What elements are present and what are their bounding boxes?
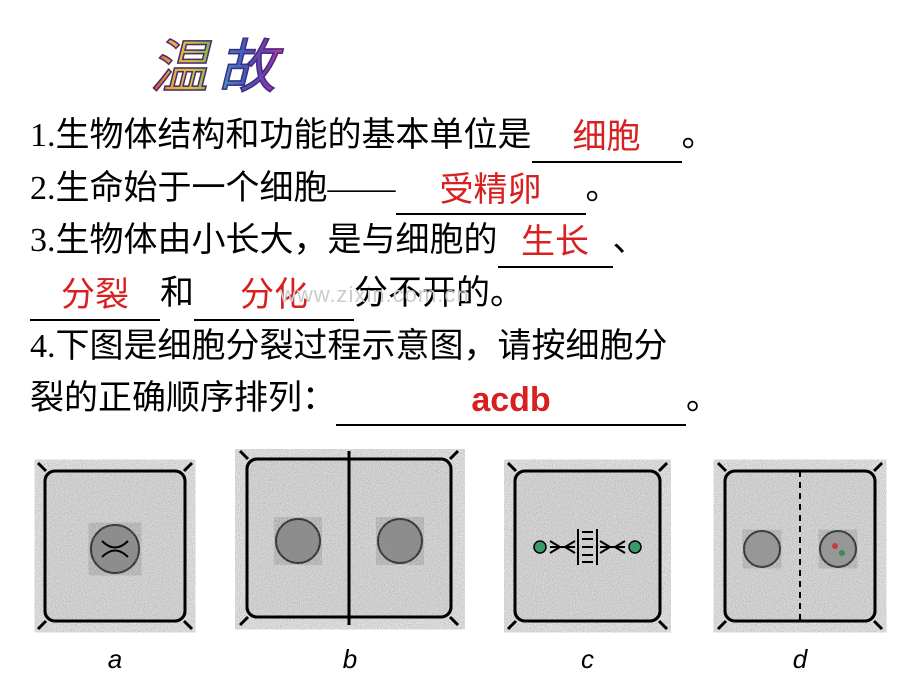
cell-c-wrap: c: [500, 459, 675, 675]
q4-answer: acdb: [471, 381, 550, 419]
cell-b-diagram: [235, 449, 465, 639]
cell-diagrams: a b: [30, 449, 890, 675]
title-char-1: 温: [150, 35, 218, 100]
q3-mid1: 、: [613, 222, 647, 259]
question-1: 1.生物体结构和功能的基本单位是 细胞 。: [30, 110, 890, 163]
q1-blank: 细胞: [532, 120, 682, 163]
q4-suffix: 。: [686, 380, 720, 417]
q3-answer3: 分化: [240, 277, 308, 314]
q1-answer: 细胞: [573, 119, 641, 156]
q3-suffix: 分不开的。: [354, 275, 524, 312]
q3-answer1: 生长: [521, 224, 589, 261]
cell-a-wrap: a: [30, 459, 200, 675]
cell-d-wrap: d: [710, 459, 890, 675]
content-block: 1.生物体结构和功能的基本单位是细胞。 2.生命始于一个细胞——受精卵。 3.生…: [30, 110, 890, 426]
q3-prefix: 3.生物体由小长大，是与细胞的: [30, 222, 498, 259]
q4-blank: acdb: [336, 382, 686, 426]
page-title: 温故: [150, 20, 286, 104]
cell-c-diagram: [500, 459, 675, 639]
question-4: 4.下图是细胞分裂过程示意图，请按细胞分 裂的正确顺序排列： acdb 。: [30, 321, 890, 426]
cell-d-diagram: [710, 459, 890, 639]
q3-blank2: 分裂: [30, 278, 160, 321]
title-char-2: 故: [218, 35, 286, 100]
question-2: 2.生命始于一个细胞—— 受精卵 。: [30, 163, 890, 216]
cell-b-wrap: b: [235, 449, 465, 675]
question-3: 3.生物体由小长大，是与细胞的生长、 分裂和 分化 分不开的。: [30, 215, 890, 320]
q3-mid2: 和: [160, 275, 194, 312]
cell-d-label: d: [793, 644, 807, 675]
cell-b-label: b: [343, 644, 357, 675]
cell-c-label: c: [581, 644, 594, 675]
q3-blank1: 生长: [498, 225, 613, 268]
q3-answer2: 分裂: [61, 277, 129, 314]
q2-blank: 受精卵: [396, 173, 586, 216]
cell-a-diagram: [30, 459, 200, 639]
q2-prefix: 2.生命始于一个细胞——: [30, 170, 396, 207]
q4-line1: 4.下图是细胞分裂过程示意图，请按细胞分: [30, 328, 668, 365]
q2-answer: 受精卵: [440, 172, 542, 209]
q4-line2a: 裂的正确顺序排列：: [30, 380, 336, 417]
q1-suffix: 。: [682, 117, 716, 154]
q1-prefix: 1.生物体结构和功能的基本单位是: [30, 117, 532, 154]
cell-a-label: a: [108, 644, 122, 675]
q2-suffix: 。: [586, 170, 620, 207]
q3-blank3: 分化: [194, 278, 354, 321]
